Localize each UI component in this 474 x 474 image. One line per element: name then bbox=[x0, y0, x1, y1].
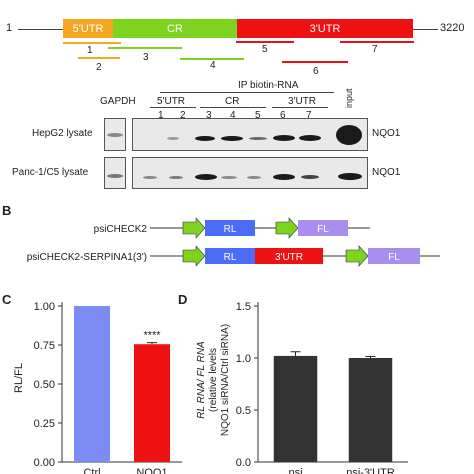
chart-c-y-tick-label: 0.50 bbox=[34, 379, 55, 391]
fl-box-1-label: FL bbox=[317, 224, 329, 235]
probe-label-6: 6 bbox=[313, 66, 319, 77]
chart-c-y-tick-label: 0.25 bbox=[34, 418, 55, 430]
ip-bracket bbox=[160, 92, 334, 93]
chart-d-y-tick-label: 0.5 bbox=[236, 405, 251, 417]
blot-row-2-label: Panc-1/C5 lysate bbox=[12, 167, 89, 178]
chart-c-y-tick-label: 0.75 bbox=[34, 340, 55, 352]
probe-line-5 bbox=[236, 41, 294, 43]
chart-d-ylabel-line-1: RL RNA/ FL RNA bbox=[196, 341, 207, 419]
chart-d-category-label-1: nsi bbox=[288, 467, 302, 474]
promoter-arrow-icon bbox=[275, 217, 299, 239]
probe-label-5: 5 bbox=[262, 44, 268, 55]
chart-c-bars: Ctrl NQO1 bbox=[74, 306, 170, 474]
group-label-cr: CR bbox=[225, 96, 240, 107]
gapdh-blot-1 bbox=[104, 118, 126, 151]
chart-d-y-tick-label: 0.0 bbox=[236, 457, 251, 469]
rl-box-2-label: RL bbox=[224, 252, 237, 263]
chart-c-category-label-2: NQO1 bbox=[136, 467, 167, 474]
ip-label: IP biotin-RNA bbox=[238, 80, 299, 91]
fl-box-2 bbox=[368, 248, 420, 264]
construct-1-name: psiCHECK2 bbox=[94, 224, 148, 235]
gene-end-label: 3220 bbox=[440, 22, 465, 34]
gapdh-blot-2 bbox=[104, 157, 126, 189]
promoter-arrow-icon bbox=[182, 217, 206, 239]
rl-box-1-label: RL bbox=[224, 224, 237, 235]
probe-line-4 bbox=[180, 58, 244, 60]
utr-box-label: 3'UTR bbox=[275, 252, 303, 263]
rl-box-1 bbox=[205, 220, 255, 236]
significance-label: **** bbox=[143, 330, 161, 342]
panel-letter-d: D bbox=[178, 292, 188, 307]
lane-7: 7 bbox=[306, 110, 312, 121]
segment-3utr: 3'UTR bbox=[237, 19, 413, 38]
group-bar-5utr bbox=[150, 107, 196, 108]
probe-line-3 bbox=[108, 47, 182, 49]
chart-d-bars: nsi nsi-3'UTR bbox=[273, 351, 395, 474]
chart-c-y-tick-label: 1.00 bbox=[34, 301, 55, 313]
fl-box-1 bbox=[298, 220, 348, 236]
panel-letter-b: B bbox=[2, 203, 12, 218]
probe-label-3: 3 bbox=[143, 52, 149, 63]
segment-cr: CR bbox=[113, 19, 237, 38]
segment-5utr: 5'UTR bbox=[63, 19, 113, 38]
chart-c-bar-2 bbox=[134, 344, 170, 462]
chart-d-y-tick-label: 1.0 bbox=[236, 353, 251, 365]
chart-d: RL RNA/ FL RNA (relative levels NQO1 siR… bbox=[196, 301, 408, 474]
group-bar-3utr bbox=[272, 107, 328, 108]
utr-box bbox=[255, 248, 323, 264]
segment-3utr-label: 3'UTR bbox=[309, 22, 341, 35]
chart-d-ylabel: RL RNA/ FL RNA (relative levels NQO1 siR… bbox=[196, 324, 231, 436]
segment-cr-label: CR bbox=[167, 22, 183, 35]
probe-label-4: 4 bbox=[210, 60, 216, 71]
chart-d-ylabel-line-2: (relative levels bbox=[208, 348, 219, 412]
lane-5: 5 bbox=[255, 110, 261, 121]
probe-line-2 bbox=[78, 57, 120, 59]
lane-1: 1 bbox=[158, 110, 164, 121]
probe-line-1 bbox=[63, 42, 121, 44]
blot-row-2-target: NQO1 bbox=[372, 167, 401, 178]
chart-c-y-tick-label: 0.00 bbox=[34, 457, 55, 469]
panel-letter-c: C bbox=[2, 292, 12, 307]
group-label-5utr: 5'UTR bbox=[157, 96, 186, 107]
probe-label-1: 1 bbox=[87, 45, 93, 56]
group-bar-cr bbox=[200, 107, 266, 108]
probe-label-7: 7 bbox=[372, 44, 378, 55]
chart-c-category-label-1: Ctrl bbox=[83, 467, 100, 474]
probe-line-7 bbox=[340, 41, 414, 43]
fl-box-2-label: FL bbox=[388, 252, 400, 263]
chart-d-category-label-2: nsi-3'UTR bbox=[346, 467, 395, 474]
probe-label-2: 2 bbox=[96, 62, 102, 73]
chart-d-bar-2 bbox=[348, 358, 393, 462]
nqo1-blot-2 bbox=[132, 157, 368, 189]
chart-c-ylabel: RL/FL bbox=[13, 363, 25, 393]
constructs-diagram: psiCHECK2 RL FL psiCHECK2-SERPINA1(3') R… bbox=[27, 217, 440, 267]
segment-5utr-label: 5'UTR bbox=[72, 22, 104, 35]
rl-box-2 bbox=[205, 248, 255, 264]
promoter-arrow-icon bbox=[182, 245, 206, 267]
chart-d-ylabel-line-3: NQO1 siRNA/Ctrl siRNA) bbox=[220, 324, 231, 436]
lane-2: 2 bbox=[180, 110, 186, 121]
lane-6: 6 bbox=[280, 110, 286, 121]
blot-row-1-label: HepG2 lysate bbox=[32, 128, 93, 139]
chart-d-bar-1 bbox=[273, 355, 318, 462]
lane-3: 3 bbox=[206, 110, 212, 121]
lane-4: 4 bbox=[230, 110, 236, 121]
input-label: input bbox=[344, 88, 354, 108]
nqo1-blot-1 bbox=[132, 118, 368, 151]
promoter-arrow-icon bbox=[345, 245, 369, 267]
group-label-3utr: 3'UTR bbox=[288, 96, 317, 107]
construct-2-name: psiCHECK2-SERPINA1(3') bbox=[27, 252, 147, 263]
chart-c-bar-1 bbox=[74, 306, 110, 462]
chart-d-y-tick-label: 1.5 bbox=[236, 301, 251, 313]
gene-start-label: 1 bbox=[6, 22, 13, 34]
chart-c: RL/FL 0.00 0.25 0.50 0.75 1.00 Ctrl NQO1 **** bbox=[13, 301, 182, 474]
gapdh-label: GAPDH bbox=[100, 96, 136, 107]
blot-row-1-target: NQO1 bbox=[372, 128, 401, 139]
probe-line-6 bbox=[282, 61, 348, 63]
